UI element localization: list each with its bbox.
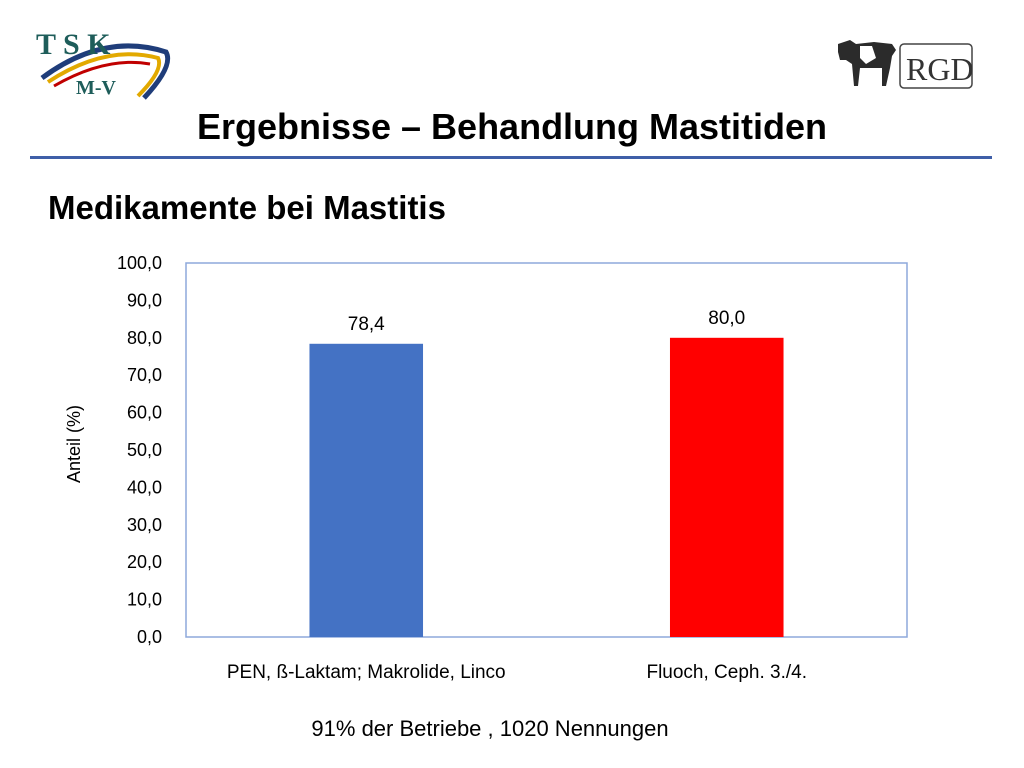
rgd-frame — [899, 43, 973, 89]
x-axis-ticks: PEN, ß-Laktam; Makrolide, Linco Fluoch, C… — [227, 662, 807, 683]
y-tick-label: 60,0 — [127, 403, 162, 423]
tsk-mv-logo: T S K M-V — [36, 32, 171, 100]
logo-text-tsk: T S K — [36, 32, 111, 61]
bar — [669, 337, 784, 637]
slide-subtitle: Medikamente bei Mastitis — [48, 189, 446, 226]
bar — [309, 343, 424, 637]
y-tick-label: 50,0 — [127, 440, 162, 460]
y-tick-label: 40,0 — [127, 477, 162, 497]
y-tick-label: 0,0 — [137, 627, 162, 647]
bar-data-label: 80,0 — [708, 308, 745, 329]
logo-swoosh-red — [53, 60, 151, 88]
y-tick-label: 100,0 — [117, 253, 162, 273]
x-tick-label: Fluoch, Ceph. 3./4. — [646, 662, 807, 683]
y-axis-label: Anteil (%) — [64, 405, 84, 483]
cow-icon — [838, 40, 896, 86]
data-labels: 78,4 80,0 — [348, 308, 745, 335]
y-axis-ticks: 0,0 10,0 20,0 30,0 40,0 50,0 60,0 70,0 80,0 90,0 1… — [117, 253, 162, 647]
y-tick-label: 10,0 — [127, 590, 162, 610]
rgd-logo: RGD — [838, 40, 974, 89]
footnote: 91% der Betriebe , 1020 Nennungen — [311, 716, 669, 741]
title-divider — [30, 156, 992, 159]
y-tick-label: 20,0 — [127, 552, 162, 572]
x-tick-label: PEN, ß-Laktam; Makrolide, Linco — [227, 662, 506, 683]
bars — [309, 337, 784, 637]
y-tick-label: 70,0 — [127, 365, 162, 385]
plot-area-frame — [185, 262, 908, 638]
y-tick-label: 90,0 — [127, 290, 162, 310]
logo-text-rgd: RGD — [906, 51, 974, 87]
bar-data-label: 78,4 — [348, 314, 385, 335]
slide-title: Ergebnisse – Behandlung Mastitiden — [196, 106, 828, 147]
logo-text-mv: M-V — [76, 77, 117, 99]
logo-swoosh-blue — [40, 43, 171, 100]
y-tick-label: 80,0 — [127, 328, 162, 348]
y-tick-label: 30,0 — [127, 515, 162, 535]
logo-swoosh-yellow — [46, 52, 161, 98]
